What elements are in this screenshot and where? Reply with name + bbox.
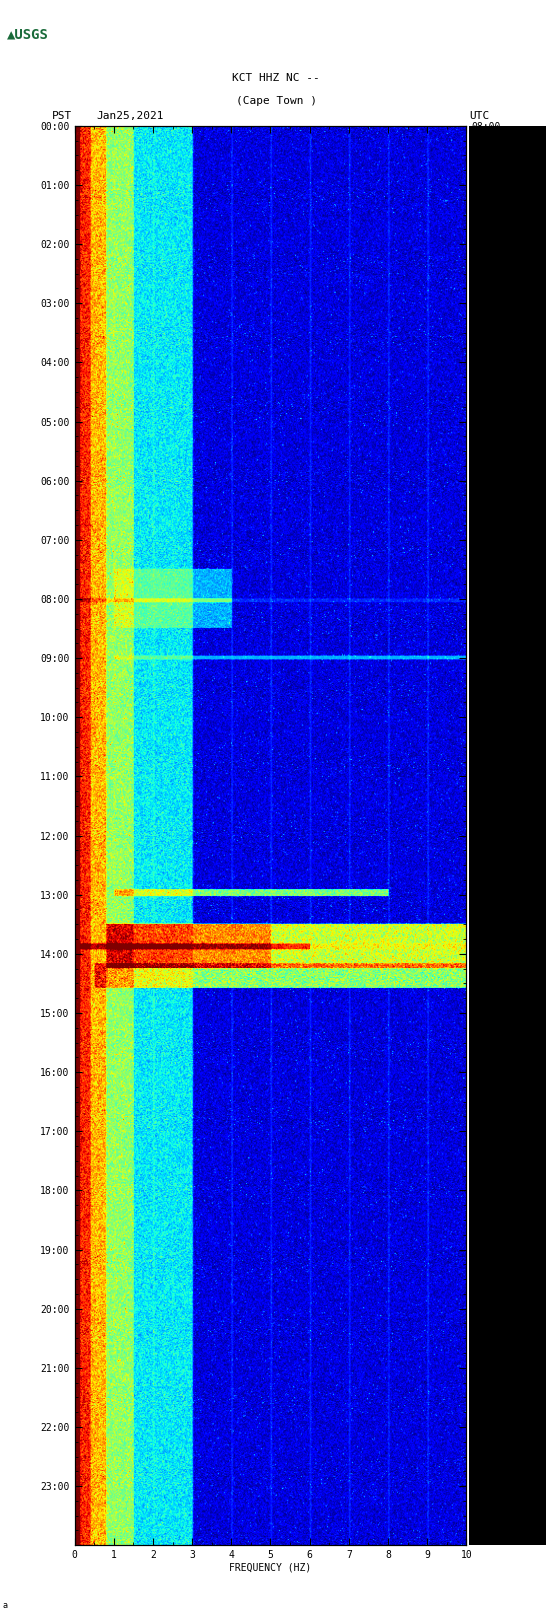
Text: ▲USGS: ▲USGS: [7, 27, 49, 42]
Text: Jan25,2021: Jan25,2021: [97, 111, 164, 121]
Text: UTC: UTC: [469, 111, 490, 121]
Text: a: a: [3, 1600, 8, 1610]
Text: KCT HHZ NC --: KCT HHZ NC --: [232, 73, 320, 84]
X-axis label: FREQUENCY (HZ): FREQUENCY (HZ): [229, 1563, 312, 1573]
Text: PST: PST: [51, 111, 72, 121]
Text: (Cape Town ): (Cape Town ): [236, 95, 316, 106]
